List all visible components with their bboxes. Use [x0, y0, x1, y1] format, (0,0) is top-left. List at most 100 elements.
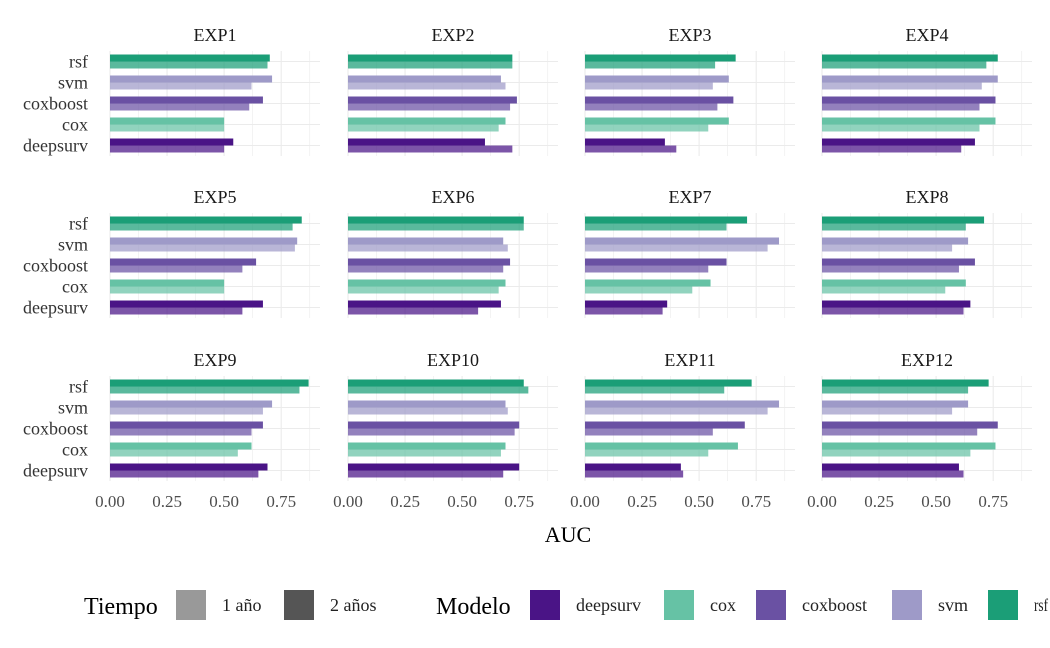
panel-title: EXP3 — [668, 25, 711, 45]
y-tick-label: svm — [58, 73, 88, 93]
x-tick-label: 0.50 — [921, 492, 951, 511]
bar-cox-2-anos — [822, 279, 966, 287]
legend-swatch-rsf — [988, 590, 1018, 620]
bar-deepsurv-1-ano — [822, 307, 964, 315]
bar-deepsurv-2-anos — [822, 138, 975, 146]
bar-rsf-1-ano — [585, 386, 725, 394]
bar-cox-1-ano — [348, 449, 501, 457]
bar-cox-2-anos — [348, 442, 506, 450]
bar-coxboost-1-ano — [822, 103, 980, 111]
panel-title: EXP1 — [193, 25, 236, 45]
bar-svm-2-anos — [348, 237, 504, 245]
bar-cox-1-ano — [585, 124, 709, 132]
y-tick-label: coxboost — [23, 256, 88, 276]
bar-cox-2-anos — [822, 442, 996, 450]
legend-swatch-cox — [664, 590, 694, 620]
bar-coxboost-1-ano — [585, 103, 718, 111]
x-tick-label: 0.75 — [741, 492, 771, 511]
x-tick-label: 0.50 — [684, 492, 714, 511]
x-tick-label: 0.75 — [978, 492, 1008, 511]
bar-svm-2-anos — [110, 237, 298, 245]
y-tick-label: coxboost — [23, 419, 88, 439]
bar-svm-1-ano — [110, 244, 295, 252]
legend-swatch-deepsurv — [530, 590, 560, 620]
bar-coxboost-2-anos — [348, 96, 517, 104]
bar-cox-1-ano — [110, 286, 225, 294]
y-tick-label: cox — [62, 277, 88, 297]
bar-coxboost-1-ano — [585, 265, 709, 273]
bar-deepsurv-2-anos — [348, 300, 501, 308]
panel-title: EXP11 — [664, 350, 715, 370]
y-tick-label: deepsurv — [23, 461, 88, 481]
bar-rsf-2-anos — [822, 54, 998, 62]
x-tick-label: 0.25 — [390, 492, 420, 511]
bar-svm-1-ano — [585, 82, 713, 90]
legend-title-modelo: Modelo — [436, 594, 511, 620]
x-tick-label: 0.00 — [807, 492, 837, 511]
y-tick-label: svm — [58, 398, 88, 418]
x-tick-label: 0.00 — [333, 492, 363, 511]
x-axis-label: AUC — [545, 522, 591, 547]
bar-deepsurv-1-ano — [110, 307, 243, 315]
bar-deepsurv-1-ano — [822, 145, 962, 153]
y-tick-label: cox — [62, 440, 88, 460]
bar-cox-2-anos — [110, 117, 225, 125]
bar-svm-1-ano — [822, 244, 953, 252]
legend-swatch-coxboost — [756, 590, 786, 620]
bar-coxboost-2-anos — [348, 421, 520, 429]
legend: Tiempo 1 año 2 años Modelo deepsurv cox coxboo… — [84, 590, 1048, 620]
y-tick-label: rsf — [69, 52, 88, 72]
bar-cox-1-ano — [585, 449, 709, 457]
bar-cox-2-anos — [585, 117, 729, 125]
bar-deepsurv-2-anos — [822, 463, 959, 471]
bar-cox-1-ano — [822, 286, 946, 294]
bar-svm-2-anos — [585, 400, 780, 408]
bar-coxboost-1-ano — [110, 103, 250, 111]
x-tick-label: 0.25 — [627, 492, 657, 511]
bar-rsf-1-ano — [822, 386, 969, 394]
bar-svm-2-anos — [110, 400, 273, 408]
bar-deepsurv-1-ano — [110, 470, 259, 478]
bar-cox-1-ano — [110, 124, 225, 132]
bar-svm-2-anos — [822, 400, 969, 408]
bar-rsf-1-ano — [110, 61, 268, 69]
panel-title: EXP2 — [431, 25, 474, 45]
bar-rsf-1-ano — [822, 223, 966, 231]
panel-exp11: EXP11 0.00 0.25 0.50 0.75 — [570, 350, 795, 511]
bar-deepsurv-1-ano — [348, 307, 479, 315]
bar-coxboost-2-anos — [822, 96, 996, 104]
bar-cox-1-ano — [110, 449, 238, 457]
bar-deepsurv-2-anos — [822, 300, 971, 308]
bar-rsf-1-ano — [822, 61, 987, 69]
panel-title: EXP8 — [905, 187, 948, 207]
x-tick-label: 0.00 — [95, 492, 125, 511]
panel-exp8: EXP8 — [821, 187, 1032, 318]
bar-cox-1-ano — [822, 124, 980, 132]
legend-label-svm: svm — [938, 595, 968, 615]
y-tick-label: rsf — [69, 214, 88, 234]
bar-rsf-1-ano — [348, 386, 529, 394]
bar-coxboost-2-anos — [585, 421, 745, 429]
bar-rsf-2-anos — [585, 54, 736, 62]
bar-rsf-1-ano — [110, 386, 300, 394]
bar-deepsurv-2-anos — [348, 138, 485, 146]
bar-svm-1-ano — [348, 244, 508, 252]
bar-deepsurv-1-ano — [348, 470, 504, 478]
panel-title: EXP4 — [905, 25, 948, 45]
bar-svm-2-anos — [822, 237, 969, 245]
bar-deepsurv-1-ano — [822, 470, 964, 478]
bar-rsf-1-ano — [110, 223, 293, 231]
y-tick-label: deepsurv — [23, 298, 88, 318]
panel-title: EXP5 — [193, 187, 236, 207]
legend-title-tiempo: Tiempo — [84, 594, 158, 620]
panel-exp4: EXP4 — [821, 25, 1032, 156]
x-tick-label: 0.50 — [209, 492, 239, 511]
bar-cox-2-anos — [822, 117, 996, 125]
x-tick-label: 0.75 — [504, 492, 534, 511]
bar-cox-1-ano — [348, 286, 499, 294]
bar-rsf-2-anos — [822, 379, 989, 387]
bar-cox-2-anos — [110, 442, 252, 450]
